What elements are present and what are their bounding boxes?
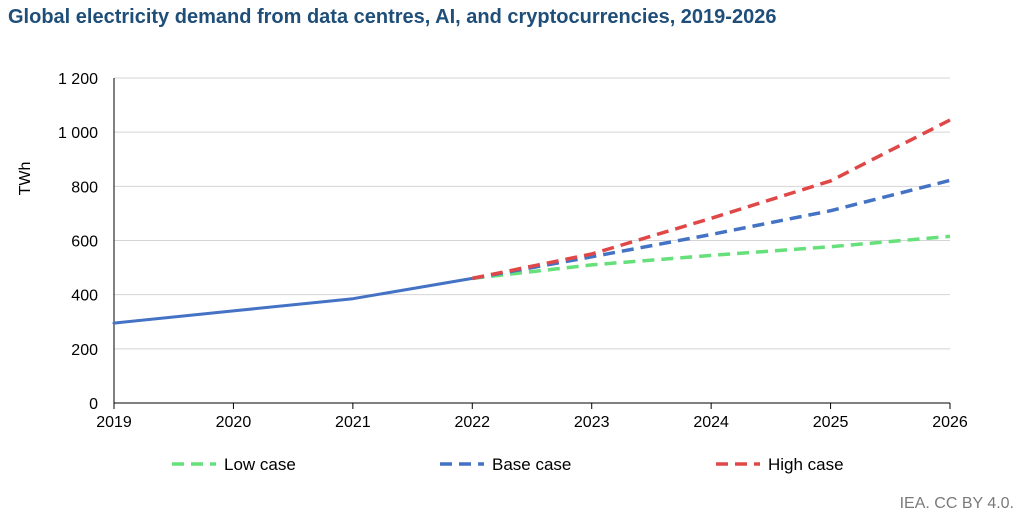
x-tick-label: 2023 — [574, 414, 610, 431]
series-lines — [112, 118, 951, 325]
legend-label: Low case — [224, 455, 296, 474]
legend-item-base-case: Base case — [440, 455, 571, 474]
grid-lines — [114, 77, 950, 350]
y-tick-label: 600 — [71, 234, 98, 251]
y-axis-label: TWh — [17, 162, 34, 196]
x-tick-label: 2019 — [96, 414, 132, 431]
legend-item-low-case: Low case — [172, 455, 296, 474]
y-tick-label: 0 — [89, 396, 98, 413]
source-credit: IEA. CC BY 4.0. — [899, 495, 1014, 512]
legend-label: High case — [768, 455, 844, 474]
series-line-high-case — [471, 118, 951, 281]
legend: Low case Base case High case — [172, 455, 844, 474]
series-line-base-case — [471, 178, 951, 281]
x-tick-label: 2025 — [813, 414, 849, 431]
series-line-low-case — [472, 234, 951, 281]
legend-label: Base case — [492, 455, 571, 474]
y-tick-label: 400 — [71, 288, 98, 305]
x-tick-label: 2024 — [693, 414, 729, 431]
x-tick-label: 2026 — [932, 414, 968, 431]
series-line-historical — [112, 276, 474, 325]
y-tick-label: 200 — [71, 342, 98, 359]
x-tick-label: 2021 — [335, 414, 371, 431]
axes: 0 200 400 600 800 1 000 1 200 TWh 2019 2020 2021 20… — [17, 71, 968, 431]
y-tick-label: 800 — [71, 179, 98, 196]
x-tick-label: 2020 — [216, 414, 252, 431]
y-tick-label: 1 000 — [58, 125, 98, 142]
y-tick-label: 1 200 — [58, 71, 98, 88]
x-tick-label: 2022 — [454, 414, 490, 431]
chart-title: Global electricity demand from data cent… — [8, 6, 777, 28]
legend-item-high-case: High case — [716, 455, 844, 474]
